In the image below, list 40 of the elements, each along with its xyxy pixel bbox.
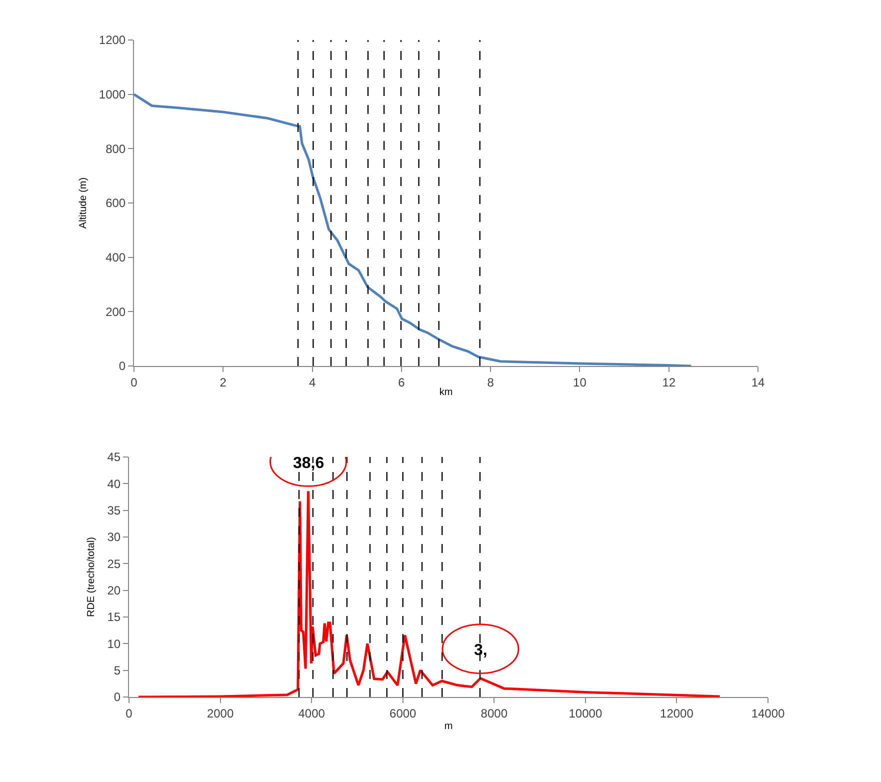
x-tick-label: 10000 <box>568 706 602 720</box>
y-tick-label: 1000 <box>98 88 126 102</box>
y-tick-label: 0 <box>114 690 121 704</box>
y-tick-label: 600 <box>106 196 126 210</box>
x-tick-label: 14000 <box>751 706 786 720</box>
x-tick-label: 8000 <box>480 706 508 720</box>
x-axis-title: km <box>439 387 453 398</box>
line-series <box>137 490 722 697</box>
x-tick-label: 6000 <box>390 706 417 720</box>
x-tick-label: 0 <box>130 375 138 390</box>
annotation: 3, <box>474 642 488 659</box>
x-tick-label: 14 <box>751 375 765 390</box>
y-tick-label: 15 <box>107 610 121 624</box>
y-tick-label: 30 <box>107 530 121 544</box>
x-tick-label: 12 <box>662 375 676 390</box>
y-tick-label: 5 <box>114 664 121 678</box>
x-tick-label: 8 <box>487 375 494 390</box>
x-tick-label: 2 <box>220 375 227 390</box>
y-tick-label: 35 <box>107 504 121 518</box>
x-tick-label: 4 <box>308 375 316 390</box>
y-tick-label: 400 <box>106 250 126 265</box>
y-tick-label: 200 <box>106 304 126 319</box>
y-tick-label: 40 <box>107 476 121 491</box>
y-tick-label: 10 <box>107 636 121 651</box>
x-tick-label: 6 <box>398 375 406 390</box>
y-tick-label: 20 <box>107 584 121 598</box>
x-tick-label: 2000 <box>206 706 234 720</box>
y-tick-label: 45 <box>107 450 121 464</box>
y-tick-label: 800 <box>106 142 126 156</box>
y-tick-label: 25 <box>107 556 121 571</box>
y-axis-title: Altitude (m) <box>78 177 89 229</box>
x-tick-label: 12000 <box>660 706 694 720</box>
x-axis-title: m <box>444 720 453 732</box>
x-tick-label: 4000 <box>298 706 326 720</box>
x-tick-label: 10 <box>573 375 587 390</box>
y-tick-label: 0 <box>118 359 126 374</box>
annotation: 38,6 <box>293 455 324 472</box>
y-tick-label: 1200 <box>98 33 126 48</box>
line-series <box>134 93 692 366</box>
y-axis-title: RDE (trecho/total) <box>86 536 98 618</box>
